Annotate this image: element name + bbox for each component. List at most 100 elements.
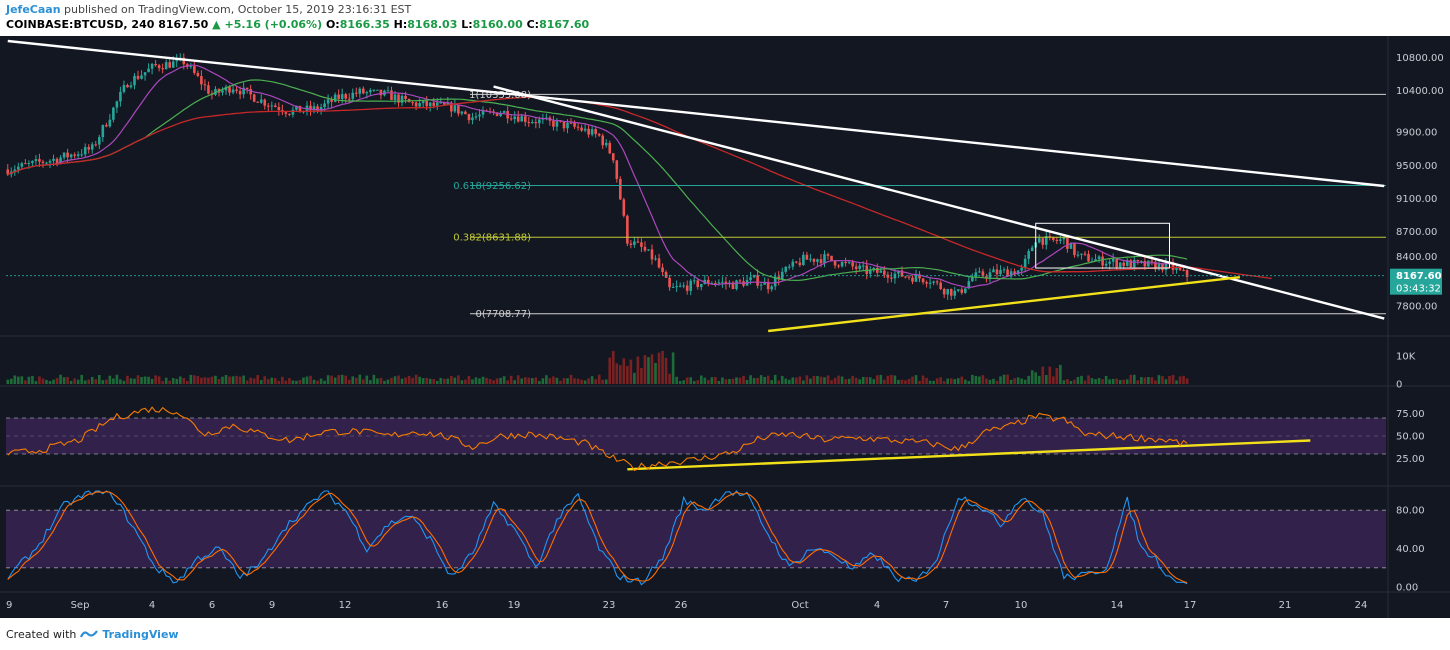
candle-body xyxy=(918,274,921,279)
volume-bar xyxy=(1132,374,1136,384)
volume-bar xyxy=(1178,376,1182,384)
candle-body xyxy=(164,62,168,70)
volume-bar xyxy=(34,381,38,384)
volume-bar xyxy=(259,380,263,384)
volume-bar xyxy=(784,378,788,384)
volume-bar xyxy=(323,380,326,384)
candle-body xyxy=(428,102,432,107)
chart-area[interactable]: 1(10355.08) 0.618(9256.62) 0.382(8631.88) 0… xyxy=(0,36,1450,618)
candle-body xyxy=(844,262,847,264)
volume-bar xyxy=(812,375,816,384)
volume-bar xyxy=(295,380,298,384)
candle-body xyxy=(362,88,365,94)
price-change: +5.16 (+0.06%) xyxy=(224,18,323,31)
candle-body xyxy=(1020,267,1023,271)
candle-body xyxy=(985,276,988,278)
candle-body xyxy=(1115,259,1118,268)
volume-bar xyxy=(615,363,619,384)
candle-body xyxy=(643,246,647,251)
tradingview-brand[interactable]: TradingView xyxy=(102,627,179,641)
volume-bar xyxy=(1171,374,1175,384)
volume-bar xyxy=(798,376,802,384)
candle-body xyxy=(224,86,228,91)
time-tick-label: 9 xyxy=(269,600,275,611)
volume-bar xyxy=(847,378,851,384)
volume-bar xyxy=(742,375,745,384)
candle-body xyxy=(421,100,425,104)
candle-body xyxy=(1059,239,1062,241)
volume-bar xyxy=(418,376,421,384)
candle-body xyxy=(837,265,840,267)
candle-body xyxy=(594,129,597,134)
volume-bar xyxy=(467,375,471,384)
author-link[interactable]: JefeCaan xyxy=(6,3,61,16)
chart-header: JefeCaan published on TradingView.com, O… xyxy=(6,2,1386,36)
candle-body xyxy=(122,85,126,92)
time-tick-label: 4 xyxy=(874,600,880,611)
volume-bar xyxy=(844,379,847,384)
candle-body xyxy=(823,254,826,264)
volume-bar xyxy=(657,352,661,384)
candle-body xyxy=(1175,267,1178,270)
candle-body xyxy=(935,281,939,283)
stoch-tick-label: 40.00 xyxy=(1396,544,1425,555)
volume-bar xyxy=(1083,380,1087,384)
stoch-d-line xyxy=(7,491,1188,584)
volume-bar xyxy=(647,357,650,384)
volume-bar xyxy=(685,377,689,384)
candle-body xyxy=(34,159,38,161)
volume-bar xyxy=(140,377,143,384)
volume-bar xyxy=(119,379,122,384)
candle-body xyxy=(939,282,942,289)
time-tick-label: 12 xyxy=(339,600,352,611)
candle-body xyxy=(583,128,587,131)
volume-bar xyxy=(228,376,231,384)
volume-bar xyxy=(974,375,978,384)
volume-bar xyxy=(918,380,921,384)
close-label: C: xyxy=(526,18,540,31)
volume-bar xyxy=(1182,375,1185,384)
last-price: 8167.50 xyxy=(158,18,209,31)
volume-bar xyxy=(988,379,992,384)
candle-body xyxy=(759,284,763,286)
candle-body xyxy=(446,102,450,105)
candle-body xyxy=(464,111,467,115)
volume-bar xyxy=(703,377,707,384)
candle-body xyxy=(266,105,270,107)
candle-body xyxy=(809,258,812,260)
ma-red-line xyxy=(7,96,1272,280)
symbol-label: COINBASE:BTCUSD, 240 xyxy=(6,18,155,31)
volume-bar xyxy=(756,377,759,384)
candle-body xyxy=(231,89,235,93)
volume-bar xyxy=(129,378,133,384)
volume-bar xyxy=(404,377,407,384)
volume-bar xyxy=(390,377,393,384)
volume-bar xyxy=(523,377,527,384)
candle-body xyxy=(766,281,770,290)
candle-body xyxy=(245,87,249,90)
candle-body xyxy=(1023,258,1027,268)
price-tick-label: 9500.00 xyxy=(1396,161,1437,172)
candle-body xyxy=(1140,260,1143,262)
price-tick-label: 9100.00 xyxy=(1396,194,1437,205)
volume-bar xyxy=(231,376,235,384)
candle-body xyxy=(453,105,457,112)
candle-body xyxy=(414,102,418,107)
candle-body xyxy=(999,270,1002,275)
candle-body xyxy=(252,94,256,102)
stoch-tick-label: 0.00 xyxy=(1396,583,1418,594)
volume-bar xyxy=(707,380,710,384)
volume-bar xyxy=(1140,377,1143,384)
chart-canvas[interactable]: 1(10355.08) 0.618(9256.62) 0.382(8631.88) 0… xyxy=(0,36,1450,618)
candle-body xyxy=(129,85,133,88)
volume-bar xyxy=(576,378,580,384)
candle-body xyxy=(516,116,520,122)
volume-bar xyxy=(1111,378,1115,384)
volume-bar xyxy=(587,378,590,384)
volume-bar xyxy=(1076,377,1080,384)
volume-bar xyxy=(868,377,872,384)
candle-body xyxy=(432,102,436,106)
volume-bar xyxy=(992,378,995,384)
candle-body xyxy=(435,102,439,106)
candle-body xyxy=(1161,263,1164,271)
